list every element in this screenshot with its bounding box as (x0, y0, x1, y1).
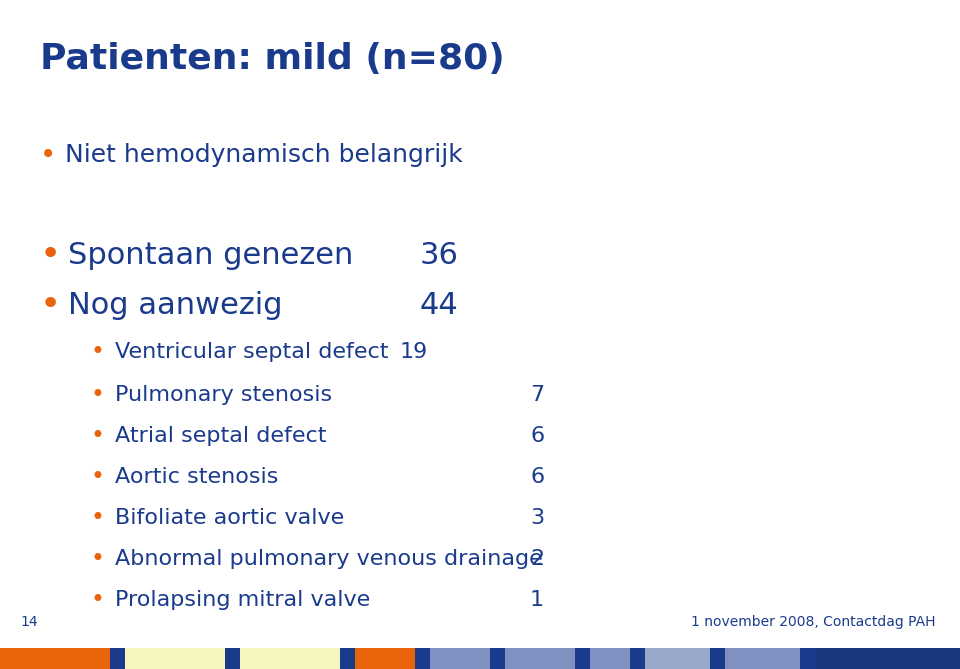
Bar (240, 648, 340, 669)
Text: 36: 36 (420, 240, 459, 270)
Text: •: • (90, 588, 104, 612)
Text: Ventricular septal defect: Ventricular septal defect (115, 342, 389, 362)
Text: •: • (40, 141, 57, 169)
Bar (110, 648, 125, 669)
Text: •: • (90, 547, 104, 571)
Bar (505, 648, 575, 669)
Bar (415, 648, 430, 669)
Bar (645, 648, 710, 669)
Bar (490, 648, 505, 669)
Text: 6: 6 (530, 467, 544, 487)
Text: Patienten: mild (n=80): Patienten: mild (n=80) (40, 42, 505, 76)
Text: Aortic stenosis: Aortic stenosis (115, 467, 278, 487)
Text: •: • (90, 465, 104, 489)
Text: •: • (90, 506, 104, 530)
Text: •: • (90, 424, 104, 448)
Text: •: • (90, 340, 104, 364)
Bar (225, 648, 240, 669)
Text: 14: 14 (20, 615, 37, 629)
Text: 6: 6 (530, 426, 544, 446)
Bar (355, 648, 415, 669)
Bar (815, 648, 960, 669)
Text: •: • (40, 288, 61, 322)
Text: Atrial septal defect: Atrial septal defect (115, 426, 326, 446)
Text: Nog aanwezig: Nog aanwezig (68, 290, 282, 320)
Text: 2: 2 (530, 549, 544, 569)
Text: Bifoliate aortic valve: Bifoliate aortic valve (115, 508, 345, 528)
Bar (630, 648, 645, 669)
Bar (800, 648, 815, 669)
Text: 19: 19 (400, 342, 428, 362)
Text: Niet hemodynamisch belangrijk: Niet hemodynamisch belangrijk (65, 143, 463, 167)
Bar (125, 648, 225, 669)
Text: 1 november 2008, Contactdag PAH: 1 november 2008, Contactdag PAH (691, 615, 936, 629)
Bar (575, 648, 590, 669)
Text: •: • (40, 238, 61, 272)
Text: •: • (90, 383, 104, 407)
Text: Prolapsing mitral valve: Prolapsing mitral valve (115, 590, 371, 610)
Text: Abnormal pulmonary venous drainage: Abnormal pulmonary venous drainage (115, 549, 542, 569)
Bar (0, 648, 110, 669)
Bar (725, 648, 800, 669)
Text: 1: 1 (530, 590, 544, 610)
Text: Spontaan genezen: Spontaan genezen (68, 240, 353, 270)
Text: Pulmonary stenosis: Pulmonary stenosis (115, 385, 332, 405)
Text: 3: 3 (530, 508, 544, 528)
Bar (430, 648, 490, 669)
Bar (340, 648, 355, 669)
Bar (590, 648, 630, 669)
Bar (710, 648, 725, 669)
Text: 7: 7 (530, 385, 544, 405)
Text: 44: 44 (420, 290, 459, 320)
